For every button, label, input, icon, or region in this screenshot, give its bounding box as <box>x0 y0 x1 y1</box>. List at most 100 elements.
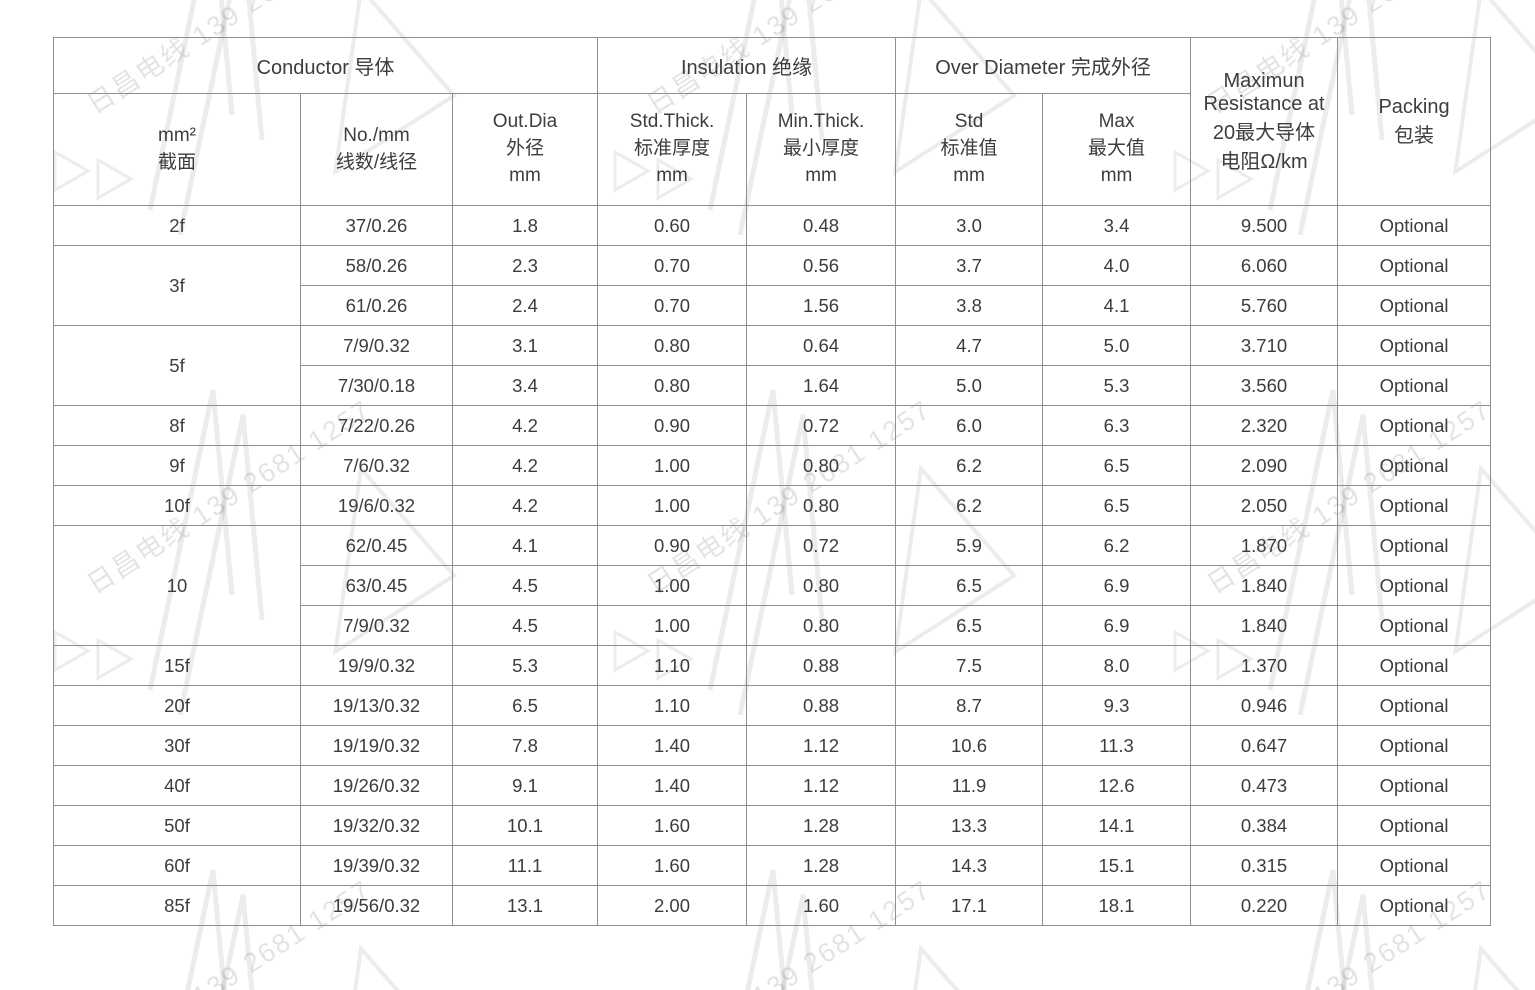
std-thick-cell: 1.10 <box>597 685 748 726</box>
packing-cell: Optional <box>1337 325 1492 366</box>
header-over-diameter-group: Over Diameter 完成外径 <box>895 37 1192 94</box>
table-row: 8f 7/22/0.26 4.2 0.90 0.72 6.0 6.3 2.320 Optiona… <box>53 405 1492 446</box>
packing-cell: Optional <box>1337 245 1492 286</box>
header-conductor-group: Conductor 导体 <box>52 37 599 94</box>
size-cell: 85f <box>53 885 301 926</box>
od-std-cell: 10.6 <box>895 725 1044 766</box>
size-cell: 15f <box>53 645 301 686</box>
packing-cell: Optional <box>1337 525 1492 566</box>
min-thick-cell: 0.56 <box>746 245 897 286</box>
min-thick-cell: 0.80 <box>746 445 897 486</box>
table-row: 10f 19/6/0.32 4.2 1.00 0.80 6.2 6.5 2.050 Option… <box>53 485 1492 526</box>
min-thick-cell: 0.72 <box>746 525 897 566</box>
resistance-cell: 9.500 <box>1190 205 1339 246</box>
od-max-cell: 3.4 <box>1042 205 1192 246</box>
od-std-cell: 3.8 <box>895 285 1044 326</box>
size-cell: 50f <box>53 805 301 846</box>
resistance-cell: 3.560 <box>1190 365 1339 406</box>
out-dia-cell: 4.2 <box>451 485 599 526</box>
min-thick-cell: 1.28 <box>746 805 897 846</box>
std-thick-cell: 0.70 <box>597 245 748 286</box>
std-thick-cell: 0.90 <box>597 525 748 566</box>
od-max-cell: 18.1 <box>1042 885 1192 926</box>
no-mm-cell: 37/0.26 <box>300 205 453 246</box>
od-std-cell: 14.3 <box>895 845 1044 886</box>
resistance-cell: 0.473 <box>1190 765 1339 806</box>
out-dia-cell: 4.1 <box>451 525 599 566</box>
no-mm-cell: 19/56/0.32 <box>300 885 453 926</box>
od-std-cell: 6.5 <box>895 605 1044 646</box>
std-thick-cell: 1.00 <box>597 485 748 526</box>
packing-cell: Optional <box>1337 205 1492 246</box>
od-max-cell: 8.0 <box>1042 645 1192 686</box>
min-thick-cell: 0.88 <box>746 685 897 726</box>
out-dia-cell: 11.1 <box>451 845 599 886</box>
std-thick-cell: 1.40 <box>597 765 748 806</box>
min-thick-cell: 0.80 <box>746 565 897 606</box>
size-cell: 8f <box>53 405 301 446</box>
std-thick-cell: 1.00 <box>597 445 748 486</box>
no-mm-cell: 7/22/0.26 <box>300 405 453 446</box>
min-thick-cell: 1.12 <box>746 725 897 766</box>
resistance-cell: 3.710 <box>1190 325 1339 366</box>
min-thick-cell: 0.88 <box>746 645 897 686</box>
size-cell: 20f <box>53 685 301 726</box>
min-thick-cell: 0.80 <box>746 605 897 646</box>
table-row: 85f 19/56/0.32 13.1 2.00 1.60 17.1 18.1 0.220 Op… <box>53 885 1492 926</box>
table-row: 10 62/0.45 4.1 0.90 0.72 5.9 6.2 1.870 Optional <box>53 525 1492 646</box>
od-max-cell: 6.5 <box>1042 445 1192 486</box>
size-cell: 10f <box>53 485 301 526</box>
out-dia-cell: 7.8 <box>451 725 599 766</box>
min-thick-cell: 1.64 <box>746 365 897 406</box>
header-no-mm: No./mm 线数/线径 <box>300 93 453 206</box>
size-cell: 3f <box>53 245 301 326</box>
no-mm-cell: 19/6/0.32 <box>300 485 453 526</box>
no-mm-cell: 19/9/0.32 <box>300 645 453 686</box>
std-thick-cell: 1.40 <box>597 725 748 766</box>
packing-cell: Optional <box>1337 365 1492 406</box>
od-max-cell: 5.3 <box>1042 365 1192 406</box>
od-std-cell: 5.0 <box>895 365 1044 406</box>
table-row: 20f 19/13/0.32 6.5 1.10 0.88 8.7 9.3 0.946 Optio… <box>53 685 1492 726</box>
std-thick-cell: 1.00 <box>597 565 748 606</box>
std-thick-cell: 1.00 <box>597 605 748 646</box>
size-cell: 2f <box>53 205 301 246</box>
out-dia-cell: 10.1 <box>451 805 599 846</box>
resistance-cell: 1.870 <box>1190 525 1339 566</box>
std-thick-cell: 1.10 <box>597 645 748 686</box>
out-dia-cell: 2.3 <box>451 245 599 286</box>
std-thick-cell: 0.80 <box>597 365 748 406</box>
min-thick-cell: 0.72 <box>746 405 897 446</box>
resistance-cell: 2.090 <box>1190 445 1339 486</box>
size-cell: 40f <box>53 765 301 806</box>
out-dia-cell: 4.2 <box>451 445 599 486</box>
spec-table: Conductor 导体 Insulation 绝缘 Over Diameter… <box>52 37 1492 926</box>
std-thick-cell: 0.90 <box>597 405 748 446</box>
resistance-cell: 0.647 <box>1190 725 1339 766</box>
min-thick-cell: 1.12 <box>746 765 897 806</box>
out-dia-cell: 9.1 <box>451 765 599 806</box>
od-std-cell: 7.5 <box>895 645 1044 686</box>
no-mm-cell: 7/9/0.32 <box>300 325 453 366</box>
table-row: 7/30/0.18 3.4 0.80 1.64 5.0 5.3 3.560 Optional <box>54 365 1492 406</box>
no-mm-cell: 19/39/0.32 <box>300 845 453 886</box>
header-out-dia: Out.Dia 外径 mm <box>451 93 599 206</box>
header-mm2: mm² 截面 <box>53 93 301 206</box>
no-mm-cell: 58/0.26 <box>300 245 453 286</box>
min-thick-cell: 1.60 <box>746 885 897 926</box>
resistance-cell: 1.370 <box>1190 645 1339 686</box>
packing-cell: Optional <box>1337 805 1492 846</box>
table-row: 30f 19/19/0.32 7.8 1.40 1.12 10.6 11.3 0.647 Opt… <box>53 725 1492 766</box>
min-thick-cell: 0.64 <box>746 325 897 366</box>
table-row: 60f 19/39/0.32 11.1 1.60 1.28 14.3 15.1 0.315 Op… <box>53 845 1492 886</box>
table-row: 9f 7/6/0.32 4.2 1.00 0.80 6.2 6.5 2.090 Optional <box>53 445 1492 486</box>
header-group-row: Conductor 导体 Insulation 绝缘 Over Diameter… <box>52 37 1492 206</box>
resistance-cell: 2.320 <box>1190 405 1339 446</box>
min-thick-cell: 1.56 <box>746 285 897 326</box>
std-thick-cell: 1.60 <box>597 805 748 846</box>
od-std-cell: 6.5 <box>895 565 1044 606</box>
std-thick-cell: 0.70 <box>597 285 748 326</box>
od-max-cell: 6.9 <box>1042 565 1192 606</box>
od-std-cell: 6.2 <box>895 445 1044 486</box>
